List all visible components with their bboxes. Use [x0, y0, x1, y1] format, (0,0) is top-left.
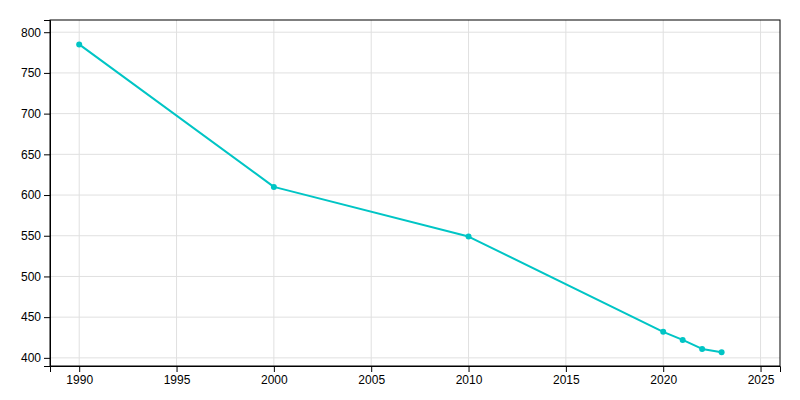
y-tick: 750: [21, 66, 50, 80]
point: [699, 346, 705, 352]
x-tick-mark: [371, 366, 372, 372]
y-tick-mark: [44, 276, 50, 277]
plot-frame: [50, 20, 780, 366]
y-axis: 400 450 500 550 600 650 700 750 800: [21, 21, 51, 367]
x-tick: 1990: [66, 366, 93, 387]
y-tick-label: 550: [21, 229, 41, 243]
x-tick-label: 2005: [358, 373, 385, 387]
y-tick: 800: [21, 26, 50, 40]
grid-line-y: [50, 357, 780, 358]
grid-line-y: [50, 235, 780, 236]
y-tick-mark: [44, 195, 50, 196]
x-tick: 2015: [553, 366, 580, 387]
x-tick-label: 2020: [650, 373, 677, 387]
x-tick-label: 1990: [66, 373, 93, 387]
grid-line-x: [371, 20, 372, 366]
y-tick-label: 650: [21, 148, 41, 162]
point: [271, 184, 277, 190]
y-tick: 600: [21, 188, 50, 202]
grid-line-x: [760, 20, 761, 366]
point: [680, 337, 686, 343]
plot: 1990 1995 2000 2005 2010 2015 2020 2025 400 450 50…: [21, 20, 781, 387]
x-tick-mark: [761, 366, 762, 372]
x-tick-mark: [177, 366, 178, 372]
x-tick-mark: [663, 366, 664, 372]
y-tick-label: 400: [21, 351, 41, 365]
x-tick-mark: [469, 366, 470, 372]
point: [719, 349, 725, 355]
x-tick-label: 1995: [164, 373, 191, 387]
y-tick: 400: [21, 351, 50, 365]
y-tick-label: 600: [21, 188, 41, 202]
grid-line-y: [50, 154, 780, 155]
y-tick-label: 700: [21, 107, 41, 121]
x-tick-label: 2015: [553, 373, 580, 387]
x-tick: 2005: [358, 366, 385, 387]
point: [76, 41, 82, 47]
y-tick: 650: [21, 148, 50, 162]
y-tick-mark: [44, 358, 50, 359]
y-tick-mark: [44, 73, 50, 74]
y-tick-mark: [44, 236, 50, 237]
y-tick-label: 750: [21, 66, 41, 80]
x-tick: 2020: [650, 366, 677, 387]
y-tick-mark: [44, 32, 50, 33]
y-tick-label: 800: [21, 26, 41, 40]
grid-line-x: [273, 20, 274, 366]
x-axis: 1990 1995 2000 2005 2010 2015 2020 2025: [51, 366, 781, 387]
x-tick-mark: [274, 366, 275, 372]
grid-line-y: [50, 195, 780, 196]
line: [79, 44, 721, 352]
y-tick: 700: [21, 107, 50, 121]
grid-line-y: [50, 72, 780, 73]
x-tick-label: 2025: [748, 373, 775, 387]
grid-line-x: [565, 20, 566, 366]
grid-line-x: [468, 20, 469, 366]
x-tick: 2010: [456, 366, 483, 387]
grid-line-x: [663, 20, 664, 366]
y-tick-label: 500: [21, 270, 41, 284]
y-tick-mark: [44, 317, 50, 318]
x-tick-label: 2010: [456, 373, 483, 387]
grid: [50, 20, 780, 366]
grid-line-x: [79, 20, 80, 366]
grid-line-y: [50, 317, 780, 318]
y-tick-mark: [44, 114, 50, 115]
x-tick-mark: [566, 366, 567, 372]
y-tick-label: 450: [21, 310, 41, 324]
y-tick: 550: [21, 229, 50, 243]
x-tick-label: 2000: [261, 373, 288, 387]
y-tick: 500: [21, 270, 50, 284]
grid-line-x: [176, 20, 177, 366]
grid-line-y: [50, 113, 780, 114]
grid-line-y: [50, 32, 780, 33]
x-tick: 1995: [164, 366, 191, 387]
grid-line-y: [50, 276, 780, 277]
chart: 1990 1995 2000 2005 2010 2015 2020 2025 400 450 50…: [0, 0, 800, 400]
x-tick-mark: [79, 366, 80, 372]
point: [466, 234, 472, 240]
x-axis-line: [51, 367, 781, 373]
y-axis-line: [44, 21, 51, 367]
x-tick: 2025: [748, 366, 775, 387]
y-tick-mark: [44, 154, 50, 155]
y-tick: 450: [21, 310, 50, 324]
point: [660, 329, 666, 335]
x-tick: 2000: [261, 366, 288, 387]
marks: [76, 41, 724, 355]
